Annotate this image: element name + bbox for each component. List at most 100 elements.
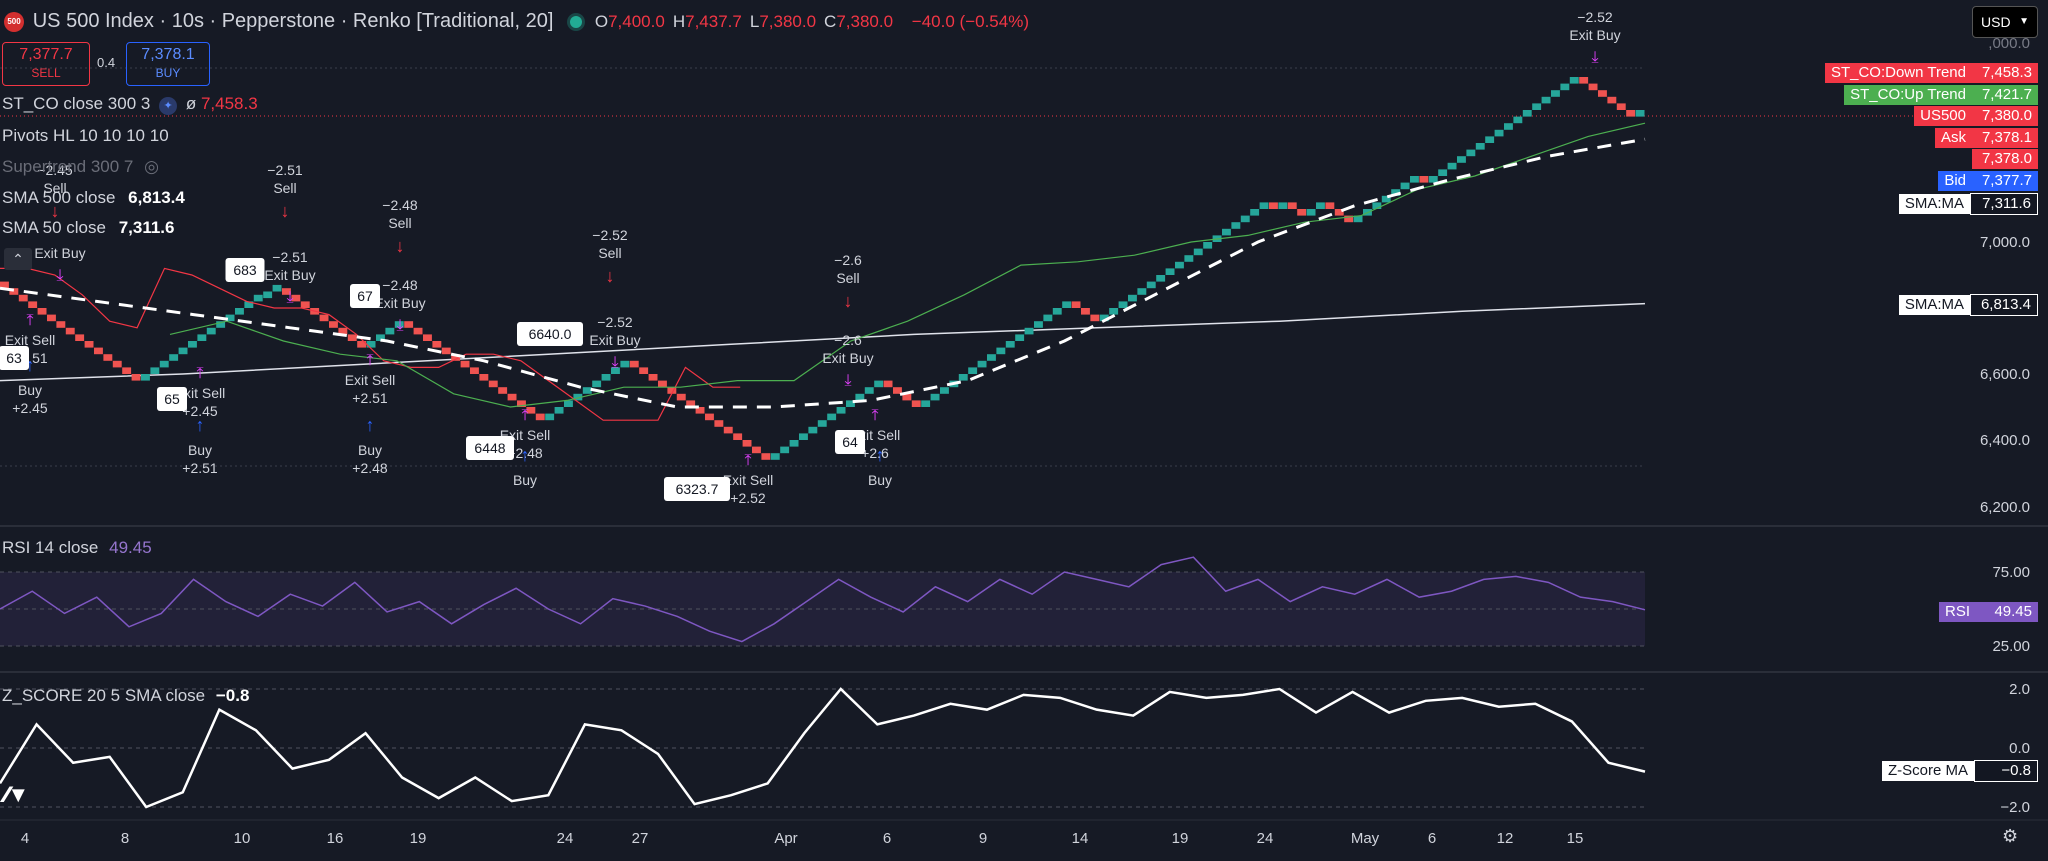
time-tick: 6 bbox=[883, 830, 891, 847]
renko-brick bbox=[150, 367, 160, 374]
time-tick: Apr bbox=[774, 830, 797, 847]
renko-brick bbox=[1344, 215, 1354, 223]
tradingview-logo[interactable]: ⁄⁄▼ bbox=[4, 782, 29, 807]
price-scale-tag: ST_CO:Down Trend 7,458.3 bbox=[1824, 63, 2038, 83]
renko-brick bbox=[846, 400, 855, 407]
currency-select[interactable]: USD ▼ bbox=[1972, 6, 2038, 38]
price-tag-label: US500 bbox=[1914, 106, 1972, 126]
exit-sell-arrow-icon: ⤒ bbox=[744, 452, 751, 469]
price-scale-tag: Ask 7,378.1 bbox=[1934, 128, 2038, 148]
renko-brick bbox=[780, 446, 790, 454]
price-scale-tag: Bid 7,377.7 bbox=[1938, 171, 2038, 191]
supertrend-up-line bbox=[169, 122, 1646, 408]
renko-brick bbox=[987, 354, 996, 361]
legend-sma500[interactable]: SMA 500 close 6,813.4 bbox=[2, 188, 185, 207]
exit-buy-label: Exit Buy bbox=[374, 295, 425, 311]
sell-arrow-icon: ↓ bbox=[396, 236, 405, 256]
renko-brick bbox=[197, 334, 207, 341]
renko-brick bbox=[1128, 294, 1137, 302]
market-status-icon bbox=[570, 15, 583, 28]
renko-brick bbox=[1024, 327, 1034, 335]
price-change: −40.0 (−0.54%) bbox=[911, 11, 1029, 31]
price-tick: 7,000.0 bbox=[1980, 234, 2030, 251]
renko-brick bbox=[526, 407, 536, 414]
renko-brick bbox=[874, 380, 884, 388]
pivot-label: 64 bbox=[842, 434, 858, 450]
renko-brick bbox=[1090, 314, 1100, 322]
renko-brick bbox=[836, 407, 846, 414]
renko-brick bbox=[676, 393, 686, 401]
renko-brick bbox=[1287, 202, 1297, 209]
sell-signal-label: Sell bbox=[43, 180, 66, 196]
chevron-up-icon: ⌃ bbox=[12, 251, 24, 267]
buy-button[interactable]: 7,378.1 BUY bbox=[126, 42, 210, 86]
renko-brick bbox=[1635, 110, 1645, 117]
renko-brick bbox=[479, 374, 489, 381]
renko-brick bbox=[1175, 261, 1184, 269]
sell-button[interactable]: 7,377.7 SELL bbox=[2, 42, 90, 86]
sma500-line bbox=[0, 302, 1646, 382]
renko-brick bbox=[65, 327, 75, 335]
renko-brick bbox=[56, 321, 66, 328]
price-tag-value: 7,311.6 bbox=[1970, 193, 2038, 215]
price-tag-label: SMA:MA bbox=[1898, 194, 1970, 214]
price-tick: 6,200.0 bbox=[1980, 499, 2030, 516]
exit-buy-arrow-icon: ⤓ bbox=[844, 372, 851, 389]
buy-arrow-icon: ↑ bbox=[521, 445, 530, 465]
time-tick: 6 bbox=[1428, 830, 1436, 847]
renko-brick bbox=[366, 341, 376, 348]
settings-icon[interactable]: ⚙ bbox=[2002, 826, 2019, 846]
renko-brick bbox=[1334, 209, 1344, 216]
renko-brick bbox=[1146, 281, 1156, 289]
renko-brick bbox=[347, 334, 357, 341]
link-icon: ✦ bbox=[159, 97, 178, 115]
renko-brick bbox=[1419, 176, 1429, 183]
renko-brick bbox=[131, 374, 141, 381]
legend-sma50[interactable]: SMA 50 close 7,311.6 bbox=[2, 218, 175, 237]
price-tag-value: 7,377.7 bbox=[1972, 171, 2038, 191]
legend-zscore[interactable]: Z_SCORE 20 5 SMA close −0.8 bbox=[2, 686, 250, 705]
renko-brick bbox=[1109, 308, 1119, 315]
symbol-title[interactable]: US 500 Index · 10s · Pepperstone · Renko… bbox=[32, 10, 554, 32]
rsi-band bbox=[0, 572, 1645, 646]
symbol-logo: 500 bbox=[4, 11, 24, 32]
renko-brick bbox=[1616, 103, 1626, 110]
buy-arrow-icon: ↑ bbox=[876, 445, 885, 465]
chevron-down-icon: ▼ bbox=[2019, 16, 2029, 27]
legend-supertrend[interactable]: Supertrend 300 7 ◎ bbox=[2, 157, 159, 176]
renko-brick bbox=[1222, 228, 1231, 236]
legend-rsi[interactable]: RSI 14 close 49.45 bbox=[2, 538, 152, 557]
price-tag-label: Bid bbox=[1938, 171, 1972, 191]
exit-sell-arrow-icon: ⤒ bbox=[366, 352, 373, 369]
renko-brick bbox=[1410, 176, 1419, 183]
renko-brick bbox=[188, 341, 197, 348]
renko-brick bbox=[893, 387, 902, 394]
buy-arrow-icon: ↑ bbox=[196, 415, 205, 435]
renko-brick bbox=[338, 327, 348, 335]
time-tick: 24 bbox=[557, 830, 574, 847]
renko-brick bbox=[1297, 209, 1307, 216]
renko-brick bbox=[1269, 202, 1278, 209]
buy-signal-value: +2.51 bbox=[182, 460, 218, 476]
renko-brick bbox=[940, 387, 949, 394]
legend-st-co[interactable]: ST_CO close 300 3 ✦ ø 7,458.3 bbox=[2, 94, 258, 115]
pivot-label: 6323.7 bbox=[676, 481, 719, 497]
renko-brick bbox=[112, 360, 122, 368]
price-tag-value: 7,378.1 bbox=[1972, 128, 2038, 148]
renko-brick bbox=[658, 380, 667, 388]
sell-signal-value: −2.6 bbox=[834, 252, 862, 268]
renko-brick bbox=[1156, 275, 1166, 282]
exit-sell-value: +2.45 bbox=[182, 403, 218, 419]
renko-brick bbox=[122, 367, 132, 374]
renko-brick bbox=[1250, 209, 1260, 216]
price-scale-tag: SMA:MA 7,311.6 bbox=[1898, 193, 2038, 215]
exit-buy-arrow-icon: ⤓ bbox=[611, 354, 618, 371]
renko-brick bbox=[75, 334, 85, 341]
legend-pivots[interactable]: Pivots HL 10 10 10 10 bbox=[2, 126, 169, 145]
collapse-legend-button[interactable]: ⌃ bbox=[4, 248, 32, 270]
zscore-tick: −2.0 bbox=[2000, 799, 2030, 816]
zscore-tag-label: Z-Score MA bbox=[1881, 761, 1974, 781]
renko-brick bbox=[1353, 215, 1363, 223]
renko-brick bbox=[977, 360, 987, 368]
